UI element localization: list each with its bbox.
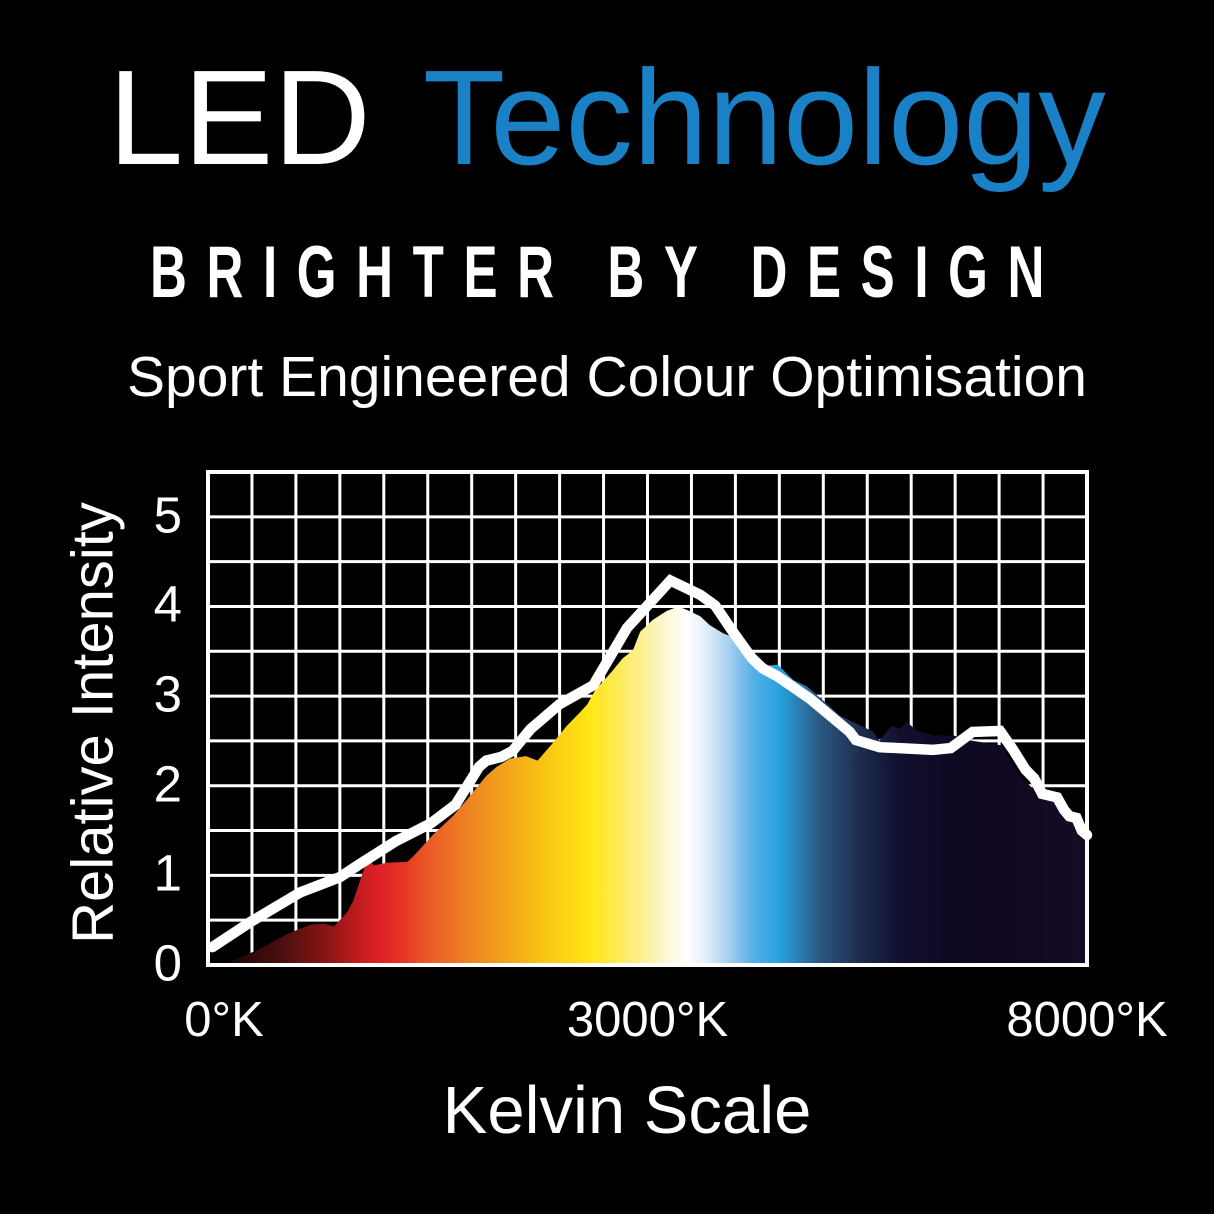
page-title: LED Technology	[0, 42, 1214, 193]
y-tick-label-4: 4	[153, 575, 182, 633]
y-tick-label-2: 2	[153, 755, 182, 813]
x-axis-title: Kelvin Scale	[442, 1073, 812, 1148]
x-tick-label-3000: 3000°K	[566, 993, 729, 1047]
y-tick-label-1: 1	[153, 844, 182, 902]
spectrum-chart	[206, 470, 1093, 967]
spectrum-area	[222, 606, 1087, 965]
x-tick-label-8000: 8000°K	[1006, 993, 1168, 1047]
tagline: BRIGHTER BY DESIGN	[149, 232, 1065, 313]
y-tick-label-5: 5	[153, 486, 182, 544]
y-tick-label-3: 3	[153, 665, 182, 723]
subtitle: Sport Engineered Colour Optimisation	[126, 345, 1087, 409]
y-tick-label-0: 0	[153, 934, 182, 992]
chart-frame	[206, 470, 1089, 967]
intensity-line	[207, 574, 1093, 953]
title-led: LED	[108, 42, 371, 193]
x-tick-label-0: 0°K	[184, 993, 264, 1047]
title-technology: Technology	[422, 42, 1106, 193]
